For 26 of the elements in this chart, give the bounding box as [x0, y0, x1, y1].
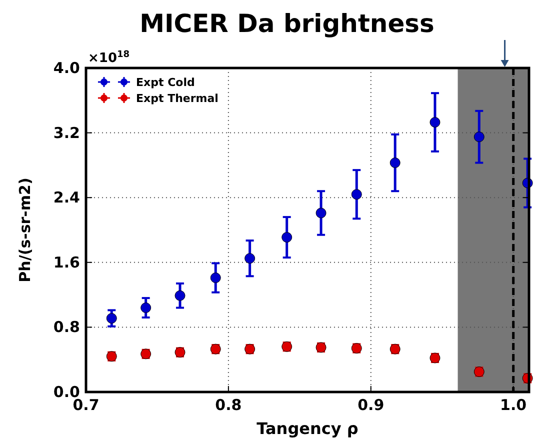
legend-label: Expt Thermal: [136, 92, 218, 105]
point: [351, 189, 362, 200]
y-tick-label: 4.0: [53, 59, 80, 77]
x-tick-label: 1.0: [500, 396, 527, 414]
point: [282, 232, 292, 243]
chart-title: MICER Da brightness: [140, 9, 434, 38]
y-tick-label: 3.2: [53, 124, 80, 142]
point: [106, 313, 117, 324]
point: [174, 290, 186, 301]
point: [140, 302, 152, 314]
point: [474, 132, 484, 142]
point: [390, 158, 400, 168]
point: [316, 208, 326, 218]
y-tick-label: 2.4: [53, 188, 80, 207]
x-axis-title: Tangency ρ: [256, 419, 358, 438]
y-tick-label: 1.6: [53, 253, 80, 272]
legend-label: Expt Cold: [136, 76, 195, 89]
y-tick-label: 0.8: [53, 318, 80, 336]
point: [210, 272, 221, 284]
point: [244, 253, 256, 264]
x-tick-label: 0.8: [215, 396, 242, 414]
x-tick-label: 0.9: [358, 396, 384, 414]
point: [430, 117, 440, 128]
text: ×10$^{18}$: [88, 50, 130, 66]
y-axis-title: Ph/(s-sr-m2): [16, 178, 34, 282]
x-tick-label: 0.7: [72, 396, 100, 414]
